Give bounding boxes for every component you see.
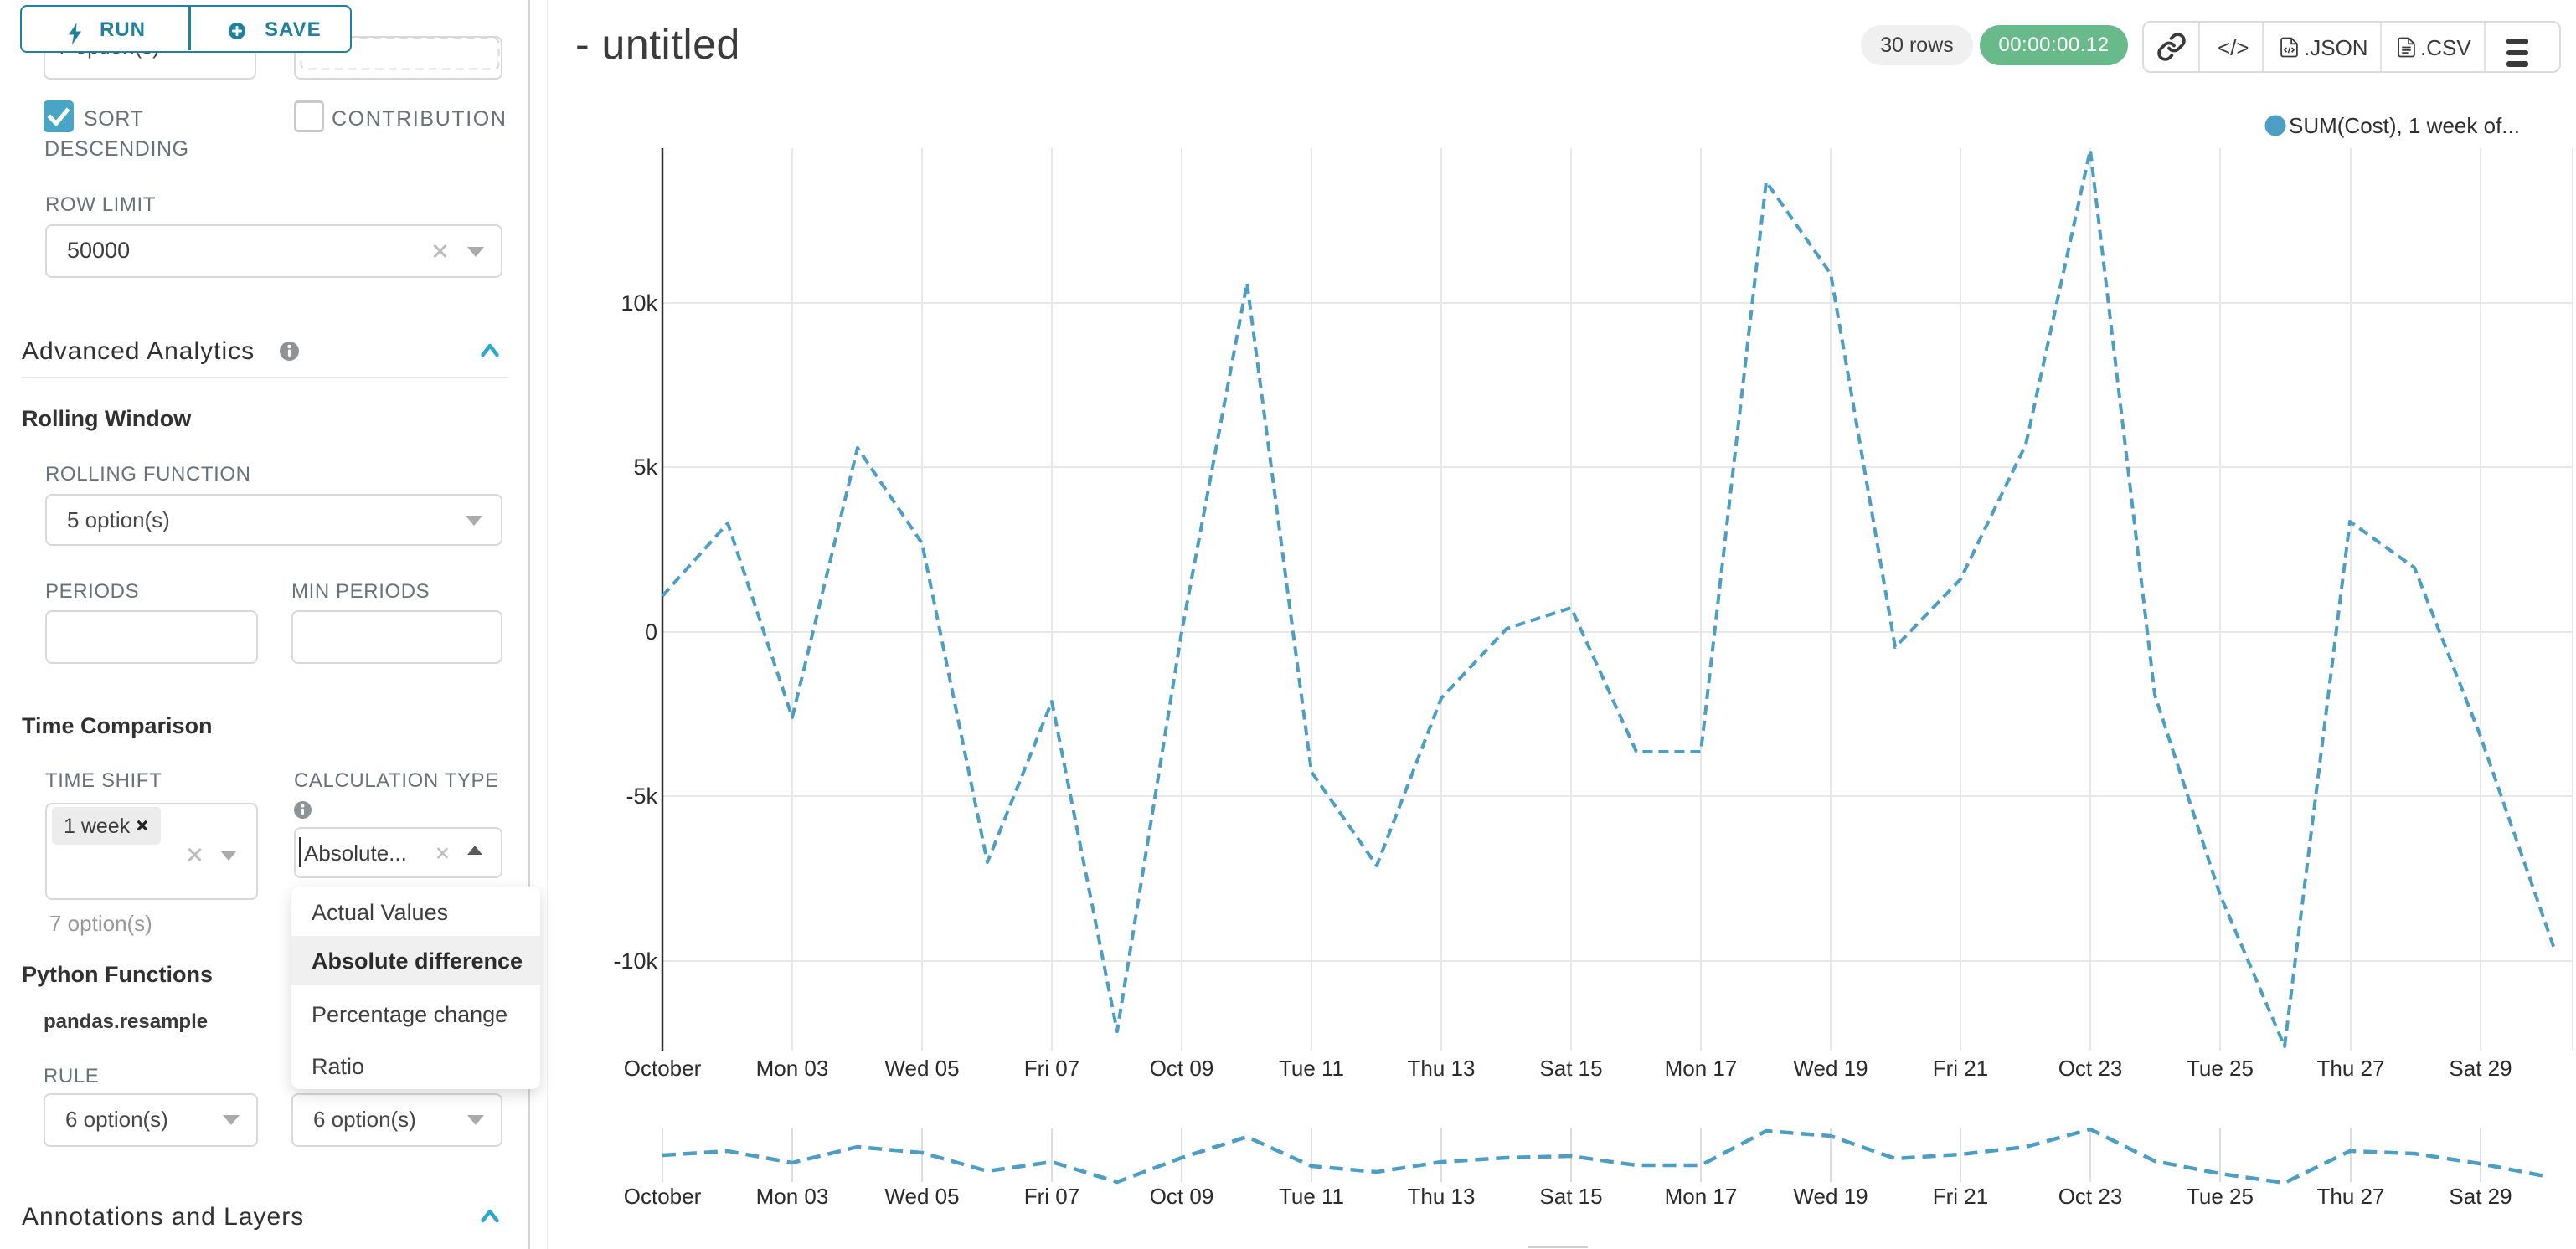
svg-text:-5k: -5k (626, 784, 657, 809)
svg-text:Tue 11: Tue 11 (1279, 1184, 1344, 1209)
svg-text:Tue 25: Tue 25 (2187, 1184, 2254, 1209)
svg-text:Sat 15: Sat 15 (1539, 1184, 1602, 1209)
svg-text:10k: 10k (621, 290, 657, 316)
svg-text:Sat 29: Sat 29 (2449, 1184, 2512, 1209)
svg-text:Wed 05: Wed 05 (884, 1056, 959, 1081)
svg-text:Thu 13: Thu 13 (1408, 1184, 1476, 1209)
svg-text:Thu 27: Thu 27 (2317, 1184, 2385, 1209)
svg-text:Thu 13: Thu 13 (1408, 1056, 1476, 1081)
svg-text:5k: 5k (633, 455, 657, 480)
svg-text:Mon 17: Mon 17 (1665, 1184, 1738, 1209)
svg-text:-10k: -10k (613, 948, 657, 974)
svg-text:SUM(Cost), 1 week of...: SUM(Cost), 1 week of... (2289, 113, 2520, 138)
svg-text:Tue 25: Tue 25 (2187, 1056, 2254, 1081)
svg-text:Wed 19: Wed 19 (1793, 1056, 1868, 1081)
svg-text:Oct 09: Oct 09 (1150, 1184, 1214, 1209)
svg-text:0: 0 (645, 619, 657, 645)
svg-text:Fri 21: Fri 21 (1933, 1056, 1988, 1081)
svg-text:Fri 21: Fri 21 (1933, 1184, 1988, 1209)
svg-text:Oct 09: Oct 09 (1150, 1056, 1214, 1081)
svg-text:Sat 15: Sat 15 (1539, 1056, 1602, 1081)
svg-text:October: October (624, 1184, 702, 1209)
svg-text:Thu 27: Thu 27 (2317, 1056, 2385, 1081)
svg-text:Oct 23: Oct 23 (2058, 1056, 2123, 1081)
svg-text:Mon 17: Mon 17 (1665, 1056, 1738, 1081)
svg-text:Oct 23: Oct 23 (2058, 1184, 2123, 1209)
svg-text:October: October (624, 1056, 702, 1081)
svg-text:Fri 07: Fri 07 (1024, 1184, 1079, 1209)
svg-text:Tue 11: Tue 11 (1279, 1056, 1344, 1081)
svg-text:Fri 07: Fri 07 (1024, 1056, 1079, 1081)
svg-text:Wed 05: Wed 05 (884, 1184, 959, 1209)
svg-text:Sat 29: Sat 29 (2449, 1056, 2512, 1081)
svg-text:Wed 19: Wed 19 (1793, 1184, 1868, 1209)
svg-text:Mon 03: Mon 03 (756, 1056, 829, 1081)
svg-text:Mon 03: Mon 03 (756, 1184, 829, 1209)
